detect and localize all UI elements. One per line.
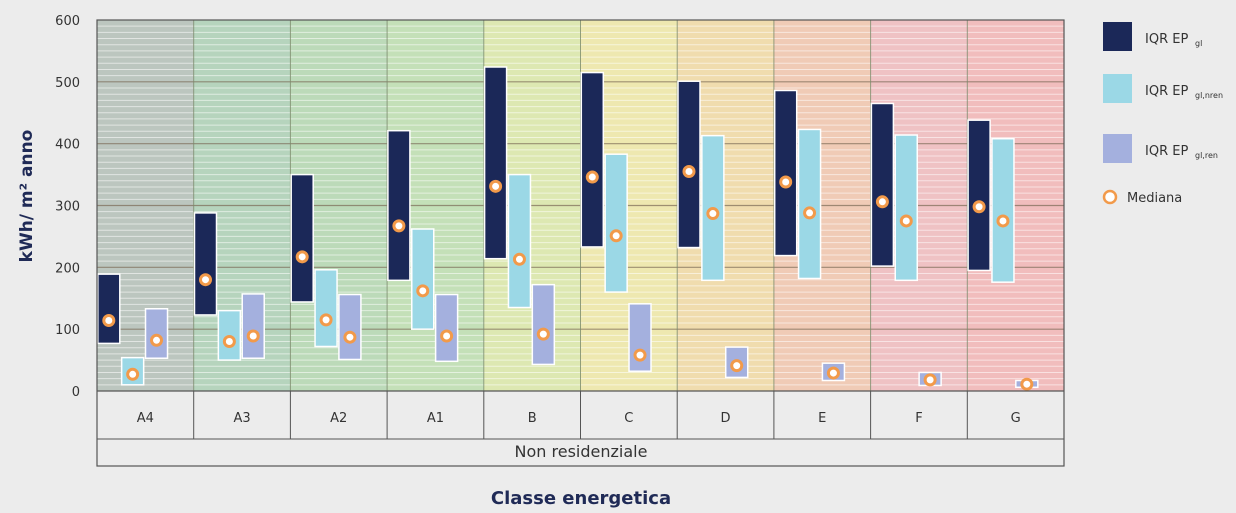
category-label-D: D bbox=[721, 411, 731, 426]
median-gl-E bbox=[781, 177, 791, 187]
median-gl-F bbox=[877, 197, 887, 207]
median-gl_nren-C bbox=[611, 231, 621, 241]
median-gl-A4 bbox=[104, 316, 114, 326]
median-gl-D bbox=[684, 166, 694, 176]
box-gl-D bbox=[678, 81, 700, 247]
median-gl_nren-A4 bbox=[128, 369, 138, 379]
median-gl_nren-G bbox=[998, 216, 1008, 226]
y-tick-label: 200 bbox=[55, 261, 80, 276]
category-label-A3: A3 bbox=[233, 411, 250, 426]
legend-swatch-gl bbox=[1103, 22, 1132, 51]
group-label: Non residenziale bbox=[515, 442, 648, 461]
median-gl_ren-C bbox=[635, 350, 645, 360]
x-axis-title: Classe energetica bbox=[491, 488, 671, 509]
median-gl_nren-D bbox=[708, 209, 718, 219]
box-gl-F bbox=[871, 103, 893, 266]
legend-swatch-gl_ren bbox=[1103, 134, 1132, 163]
y-tick-label: 300 bbox=[55, 200, 80, 215]
legend-swatch-gl_nren bbox=[1103, 74, 1132, 103]
category-label-C: C bbox=[624, 411, 633, 426]
median-gl_ren-A4 bbox=[152, 335, 162, 345]
legend-sublabel-gl_nren: gl,nren bbox=[1195, 91, 1223, 100]
median-gl-C bbox=[587, 172, 597, 182]
category-label-F: F bbox=[915, 411, 922, 426]
median-gl_nren-A2 bbox=[321, 315, 331, 325]
median-gl_ren-E bbox=[828, 368, 838, 378]
legend-median-label: Mediana bbox=[1127, 191, 1182, 206]
box-gl-G bbox=[968, 120, 990, 270]
box-gl-A3 bbox=[194, 213, 216, 315]
median-gl_nren-A3 bbox=[224, 337, 234, 347]
box-gl_nren-A2 bbox=[315, 270, 337, 347]
y-tick-label: 0 bbox=[72, 385, 80, 400]
box-gl-A2 bbox=[291, 175, 313, 302]
category-label-A1: A1 bbox=[427, 411, 444, 426]
box-gl_nren-E bbox=[799, 129, 821, 278]
median-gl_ren-D bbox=[732, 361, 742, 371]
box-gl_ren-A3 bbox=[242, 294, 264, 358]
median-gl_nren-E bbox=[805, 208, 815, 218]
median-gl_ren-A2 bbox=[345, 332, 355, 342]
category-label-A4: A4 bbox=[137, 411, 154, 426]
box-gl_nren-A1 bbox=[412, 229, 434, 329]
legend-median-marker bbox=[1104, 191, 1116, 203]
y-tick-label: 500 bbox=[55, 76, 80, 91]
box-gl-A1 bbox=[388, 131, 410, 281]
median-gl_nren-A1 bbox=[418, 286, 428, 296]
median-gl-A2 bbox=[297, 252, 307, 262]
y-tick-label: 400 bbox=[55, 138, 80, 153]
box-gl-B bbox=[485, 67, 507, 259]
category-label-B: B bbox=[528, 411, 537, 426]
legend-label-gl_ren: IQR EP bbox=[1145, 144, 1188, 159]
category-label-G: G bbox=[1011, 411, 1021, 426]
median-gl_ren-B bbox=[538, 329, 548, 339]
legend-label-gl_nren: IQR EP bbox=[1145, 84, 1188, 99]
legend-sublabel-gl: gl bbox=[1195, 39, 1202, 48]
box-gl-E bbox=[775, 90, 797, 255]
legend: IQR EP gl IQR EP gl,nren IQR EP gl,ren Mediana bbox=[1103, 22, 1223, 206]
y-axis-title: kWh/ m² anno bbox=[17, 130, 37, 263]
box-gl-A4 bbox=[98, 274, 120, 343]
median-gl_ren-A3 bbox=[248, 331, 258, 341]
box-gl_ren-A4 bbox=[146, 309, 168, 358]
median-gl_nren-B bbox=[514, 254, 524, 264]
box-gl_nren-G bbox=[992, 139, 1014, 282]
median-gl-B bbox=[491, 181, 501, 191]
legend-label-gl: IQR EP bbox=[1145, 32, 1188, 47]
box-gl_ren-B bbox=[532, 285, 554, 365]
box-gl_ren-A1 bbox=[436, 295, 458, 362]
median-gl_nren-F bbox=[901, 216, 911, 226]
box-gl_nren-B bbox=[508, 175, 530, 308]
median-gl-A3 bbox=[200, 275, 210, 285]
median-gl-G bbox=[974, 202, 984, 212]
y-tick-label: 600 bbox=[55, 14, 80, 29]
box-gl_nren-F bbox=[895, 135, 917, 280]
y-tick-label: 100 bbox=[55, 323, 80, 338]
box-gl_nren-C bbox=[605, 154, 627, 292]
legend-sublabel-gl_ren: gl,ren bbox=[1195, 151, 1218, 160]
category-label-A2: A2 bbox=[330, 411, 347, 426]
category-label-E: E bbox=[818, 411, 826, 426]
median-gl_ren-F bbox=[925, 375, 935, 385]
y-axis-ticks: 0 100 200 300 400 500 600 bbox=[55, 14, 80, 400]
median-gl-A1 bbox=[394, 221, 404, 231]
median-gl_ren-A1 bbox=[442, 331, 452, 341]
box-gl-C bbox=[581, 73, 603, 247]
box-gl_ren-A2 bbox=[339, 295, 361, 360]
median-gl_ren-G bbox=[1022, 379, 1032, 389]
